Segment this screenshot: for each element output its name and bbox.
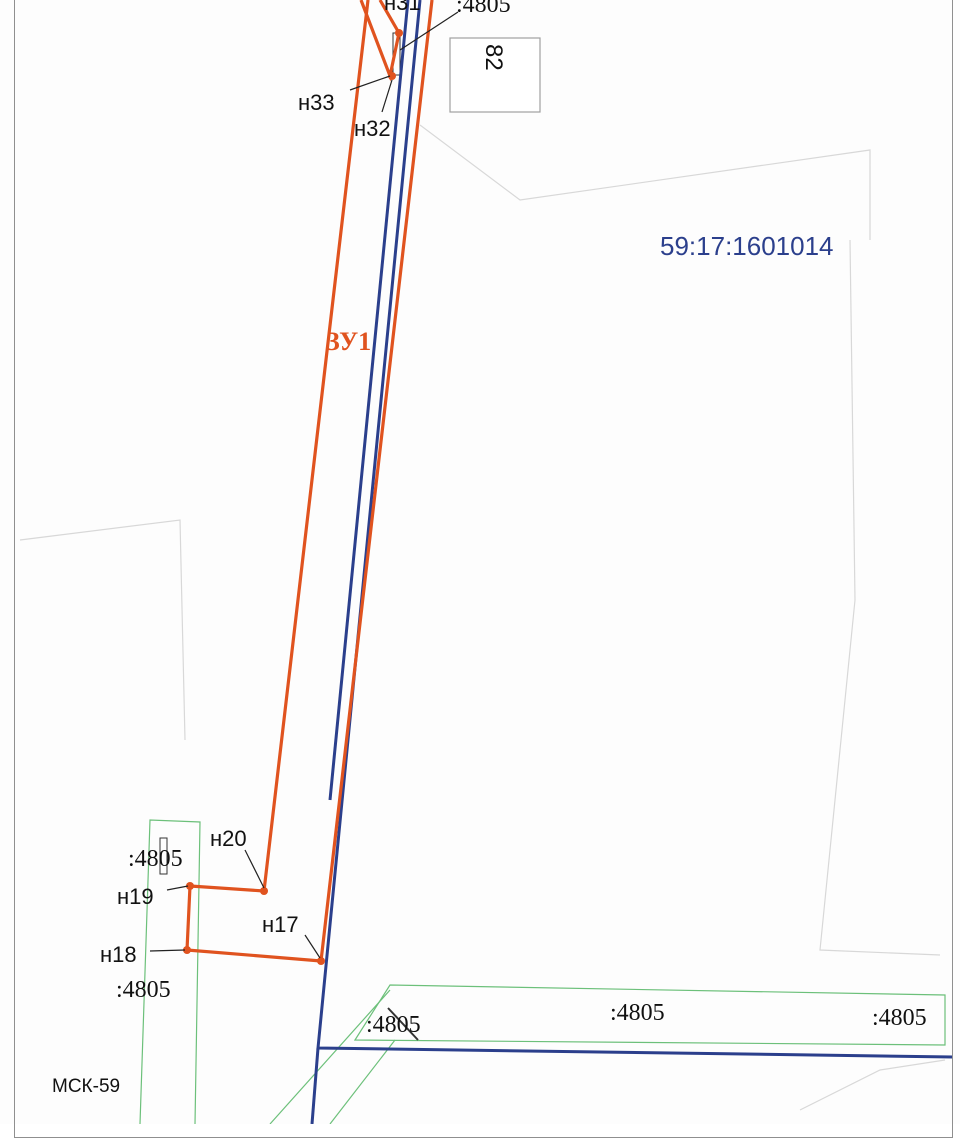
ref-bottom-right: :4805	[872, 1005, 927, 1031]
label-n20: н20	[210, 826, 247, 851]
point-n20[interactable]	[260, 887, 268, 895]
contour-right	[819, 239, 941, 956]
leader-n32	[381, 79, 393, 113]
point-n17[interactable]	[317, 957, 325, 965]
leader-n18	[149, 949, 186, 952]
label-n32: н32	[354, 116, 391, 141]
block-boundary-inner	[328, 0, 410, 801]
label-n31: н31	[384, 0, 421, 15]
label-n33: н33	[298, 90, 335, 115]
leader-n19	[166, 885, 189, 891]
leader-top-ref	[399, 11, 459, 51]
label-n18: н18	[100, 942, 137, 967]
leader-n17	[304, 934, 321, 959]
survey-points	[183, 29, 403, 965]
point-n32[interactable]	[388, 72, 396, 80]
hatched-marker-bottom	[387, 1007, 419, 1041]
point-n19[interactable]	[186, 882, 194, 890]
neighbor-strip-left	[139, 819, 201, 1124]
leader-n20	[244, 849, 265, 889]
block-boundary-lower	[310, 1047, 320, 1124]
neighbor-diagonal-1	[329, 1039, 396, 1124]
ref-bottom-left: :4805	[366, 1012, 421, 1038]
contour-upper	[419, 124, 871, 240]
parcel-zu1-label: ЗУ1	[326, 327, 371, 356]
ref-left-upper: :4805	[128, 846, 183, 872]
leader-lines	[149, 11, 459, 959]
building-82-outline	[449, 37, 541, 113]
cadastral-block-label: 59:17:1601014	[660, 231, 834, 261]
parcel-zu1-outline	[185, 0, 434, 963]
background-contours	[19, 124, 946, 1111]
contour-left	[19, 519, 186, 741]
ref-top: :4805	[456, 0, 511, 18]
point-n18[interactable]	[183, 946, 191, 954]
hatched-marker-left	[159, 837, 168, 875]
parcel-left-edge	[185, 0, 434, 963]
building-82-label: 82	[480, 44, 507, 71]
ref-bottom-center: :4805	[610, 1000, 665, 1026]
contour-bottom	[799, 1059, 946, 1111]
point-n31[interactable]	[395, 29, 403, 37]
ref-left-lower: :4805	[116, 977, 171, 1003]
neighbor-parcels	[139, 819, 946, 1124]
block-boundary	[310, 0, 954, 1124]
leader-n33	[349, 75, 391, 91]
coordinate-system-label: МСК-59	[52, 1076, 120, 1097]
label-n17: н17	[262, 912, 299, 937]
parcel-inner-edge	[359, 0, 401, 82]
neighbor-diagonal-2	[269, 989, 391, 1124]
label-n19: н19	[117, 884, 154, 909]
